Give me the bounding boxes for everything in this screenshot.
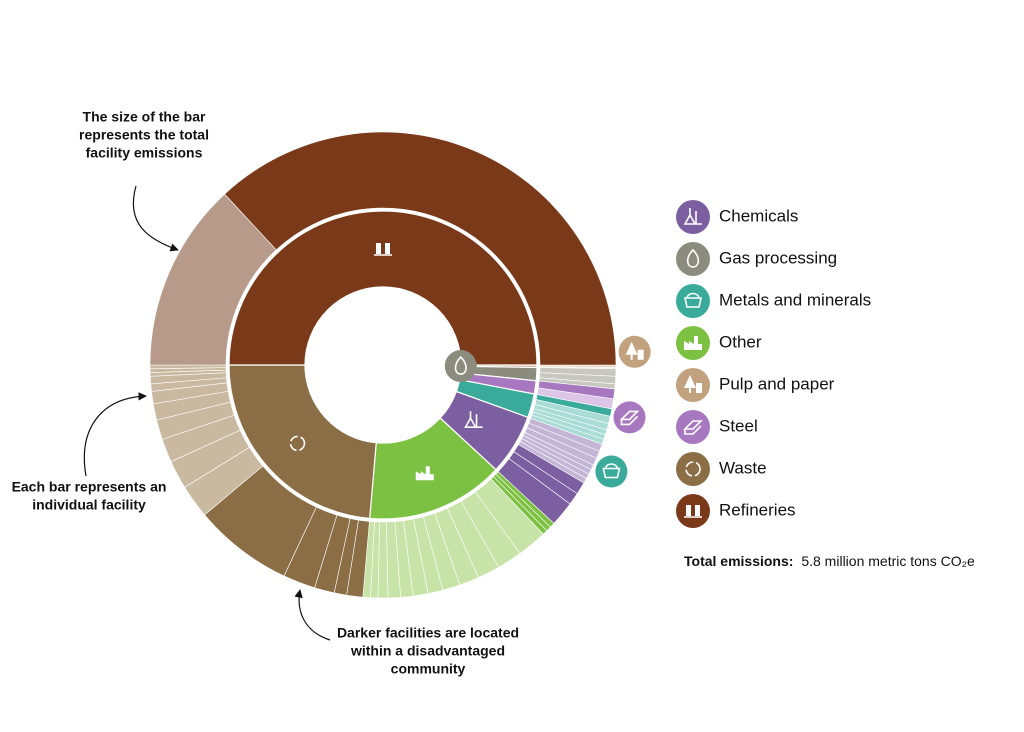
annotation-line: Each bar represents an	[12, 479, 167, 495]
icon-shape	[684, 336, 702, 350]
sector-segment	[228, 364, 377, 520]
annotation-arrow	[132, 185, 179, 252]
icon-badge	[676, 326, 710, 360]
icon-shape	[683, 208, 702, 225]
icon-shape	[695, 505, 700, 516]
annotation-line: The size of the bar	[83, 109, 206, 125]
icon-shape	[376, 243, 381, 254]
legend-label: Refineries	[719, 500, 796, 519]
icon-shape	[684, 375, 702, 393]
annotation-line: facility emissions	[86, 145, 203, 161]
icon-shape	[686, 248, 700, 268]
annotation-line: community	[391, 661, 466, 677]
icon-shape	[289, 435, 306, 452]
icon-shape	[602, 463, 621, 479]
icon-shape	[625, 341, 644, 360]
total-value: 5.8 million metric tons CO₂e	[801, 553, 975, 569]
legend-label: Other	[719, 332, 762, 351]
icon-badge	[444, 350, 477, 383]
icon-shape	[415, 466, 434, 481]
legend-label: Chemicals	[719, 206, 798, 225]
icon-badge	[676, 242, 710, 276]
sector-segment	[228, 210, 538, 366]
annotation-arrow	[294, 589, 331, 641]
icon-badge	[676, 284, 710, 318]
sector-icons	[289, 243, 651, 488]
icon-badge	[676, 410, 710, 444]
legend-label: Steel	[719, 416, 758, 435]
icon-shape	[454, 355, 467, 375]
legend-label: Waste	[719, 458, 767, 477]
icon-shape	[683, 420, 703, 435]
annotation-line: individual facility	[32, 497, 146, 513]
legend-label: Metals and minerals	[719, 290, 871, 309]
icon-shape	[685, 461, 701, 477]
annotation-arrow	[83, 392, 147, 477]
total-emissions: Total emissions: 5.8 million metric tons…	[684, 553, 975, 569]
total-title: Total emissions:	[684, 553, 793, 569]
sunburst	[149, 131, 617, 599]
annotation-line: within a disadvantaged	[350, 643, 505, 659]
annotations: The size of the bar represents the total f…	[12, 109, 519, 677]
icon-shape	[619, 410, 640, 426]
icon-shape	[464, 411, 483, 428]
legend-label: Pulp and paper	[719, 374, 835, 393]
icon-shape	[684, 292, 702, 308]
legend-label: Gas processing	[719, 248, 837, 267]
icon-badge	[676, 200, 710, 234]
icon-shape	[385, 243, 390, 254]
icon-badge	[676, 452, 710, 486]
icon-badge	[676, 494, 710, 528]
icon-badge	[595, 455, 628, 488]
facility-bar	[224, 131, 617, 366]
annotation-line: represents the total	[79, 127, 209, 143]
icon-shape	[686, 505, 691, 516]
annotation-line: Darker facilities are located	[337, 625, 519, 641]
legend: Chemicals Gas processing Metals and minera…	[676, 200, 871, 528]
icon-badge	[613, 401, 646, 434]
